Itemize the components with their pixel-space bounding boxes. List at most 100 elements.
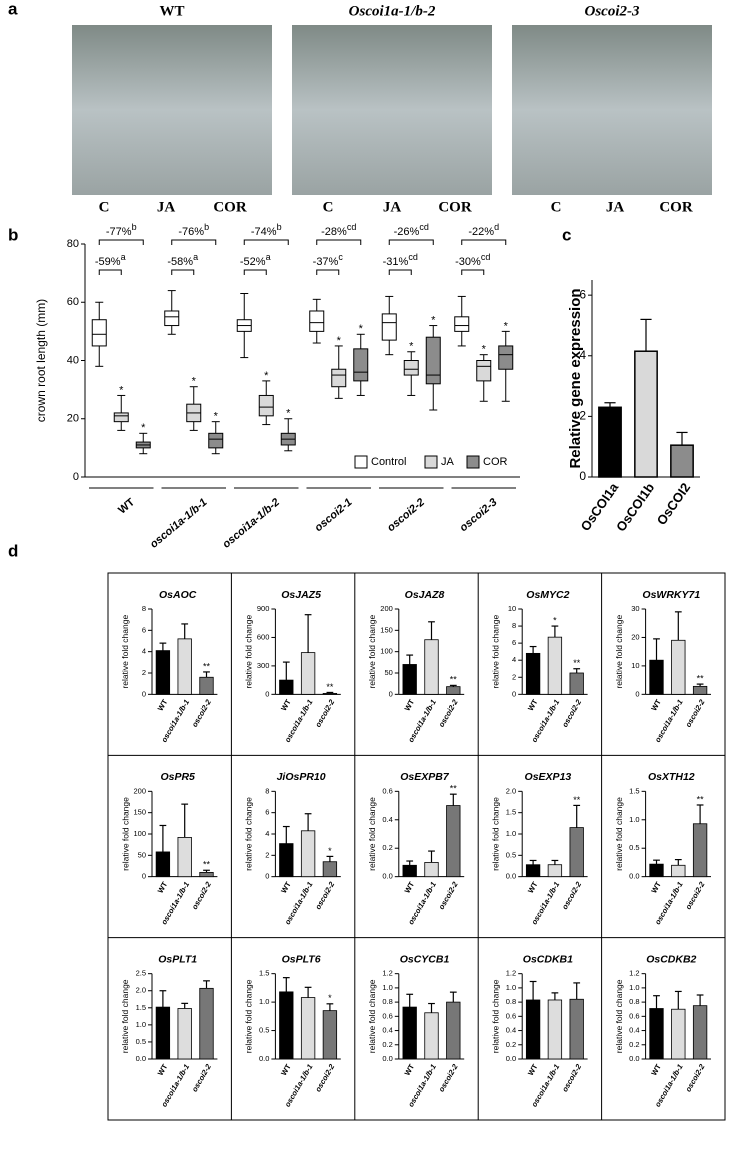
y-axis-label: relative fold change — [614, 797, 624, 871]
y-tick-label: 600 — [257, 632, 270, 641]
bracket-label: -31%cd — [383, 252, 418, 268]
bar — [547, 999, 563, 1060]
letter: b — [277, 222, 282, 232]
bar — [279, 991, 294, 1060]
y-axis-label: relative fold change — [120, 979, 130, 1053]
bar — [692, 823, 708, 878]
x-tick-label: WT — [156, 697, 170, 712]
x-tick-label: WT — [279, 697, 293, 712]
bracket — [461, 239, 507, 245]
y-tick-label: 0.8 — [506, 997, 516, 1006]
bar — [670, 444, 694, 478]
panel-d-frame — [107, 572, 726, 1121]
significance: * — [192, 376, 197, 388]
bracket — [243, 239, 289, 245]
y-tick-label: 0.0 — [136, 1054, 146, 1063]
significance: ** — [203, 860, 211, 870]
x-tick-label: WT — [649, 880, 663, 895]
y-tick-label: 2 — [265, 850, 269, 859]
box — [476, 360, 492, 382]
bracket — [171, 269, 195, 275]
y-axis-label: relative fold change — [367, 615, 377, 689]
y-tick-label: 0 — [389, 689, 393, 698]
y-axis-label: relative fold change — [367, 979, 377, 1053]
bar — [569, 827, 584, 878]
bracket-label: -76%b — [178, 222, 209, 238]
box — [425, 336, 441, 385]
y-tick-label: 10 — [631, 661, 639, 670]
percent: -28% — [321, 226, 347, 238]
y-tick-label: 1.5 — [259, 969, 269, 978]
photo — [72, 25, 272, 195]
x-tick-label: oscoi2-2 — [684, 879, 707, 911]
percent: -22% — [468, 226, 494, 238]
bar — [300, 652, 316, 695]
y-axis-label: relative fold change — [367, 797, 377, 871]
bar — [634, 350, 658, 478]
bracket — [388, 269, 412, 275]
bar — [424, 862, 439, 878]
bar — [199, 987, 214, 1060]
box — [208, 432, 224, 449]
chart-title: OsPR5 — [160, 771, 195, 783]
significance: * — [409, 341, 414, 353]
y-tick-label: 1.0 — [506, 829, 516, 838]
y-tick-label: 10 — [508, 604, 516, 613]
x-tick-label: WT — [403, 880, 417, 895]
bar — [155, 1006, 171, 1060]
bar — [692, 1005, 708, 1060]
y-tick-label: 30 — [631, 604, 639, 613]
letter: b — [132, 222, 137, 232]
bar — [177, 837, 192, 878]
chart-title: OsJAZ8 — [405, 589, 445, 601]
box — [381, 313, 397, 341]
bar — [569, 998, 584, 1060]
bracket-label: -30%cd — [455, 252, 490, 268]
bar — [525, 999, 541, 1060]
legend-swatch — [466, 455, 480, 469]
y-axis-label: Relative gene expression — [567, 288, 584, 468]
letter: cd — [347, 222, 357, 232]
box — [331, 368, 347, 388]
chart-title: OsMYC2 — [526, 589, 569, 601]
y-tick-label: 0.4 — [382, 815, 392, 824]
y-tick-label: 20 — [631, 632, 639, 641]
box — [113, 412, 129, 423]
significance: * — [482, 344, 487, 356]
y-axis-label: relative fold change — [244, 979, 254, 1053]
y-tick-label: 0.5 — [506, 850, 516, 859]
panel-label: a — [8, 0, 18, 18]
y-tick-label: 0.5 — [136, 1037, 146, 1046]
significance: * — [214, 411, 219, 423]
box — [403, 360, 419, 376]
x-tick-label: oscoi2-2 — [190, 1062, 213, 1094]
y-tick-label: 50 — [138, 850, 146, 859]
y-tick-label: 1.5 — [506, 808, 516, 817]
x-tick-label: oscoi2-2 — [560, 879, 583, 911]
y-axis-label: relative fold change — [244, 615, 254, 689]
x-tick-label: oscoi1a-1/b-1 — [148, 496, 210, 550]
y-tick-label: 200 — [380, 604, 393, 613]
letter: a — [193, 252, 198, 262]
y-axis-label: relative fold change — [490, 615, 500, 689]
y-axis-label: crown root length (mm) — [34, 299, 48, 422]
x-tick-label: oscoi2-3 — [458, 496, 500, 534]
y-tick-label: 0.0 — [382, 1054, 392, 1063]
bar — [525, 652, 541, 695]
photo-title: Oscoi1a-1/b-2 — [349, 3, 436, 19]
significance: ** — [697, 673, 705, 683]
y-tick-label: 0.2 — [382, 843, 392, 852]
bar — [446, 805, 461, 878]
bar — [671, 639, 686, 695]
percent: -26% — [394, 226, 420, 238]
percent: -52% — [240, 256, 266, 268]
y-tick-label: 0 — [142, 872, 146, 881]
x-tick-label: WT — [526, 880, 540, 895]
bar — [424, 639, 439, 695]
significance: ** — [573, 658, 581, 668]
photo — [292, 25, 492, 195]
bar — [155, 650, 171, 695]
y-tick-label: 8 — [142, 604, 146, 613]
x-tick-label: WT — [279, 1062, 293, 1077]
significance: * — [553, 615, 557, 625]
